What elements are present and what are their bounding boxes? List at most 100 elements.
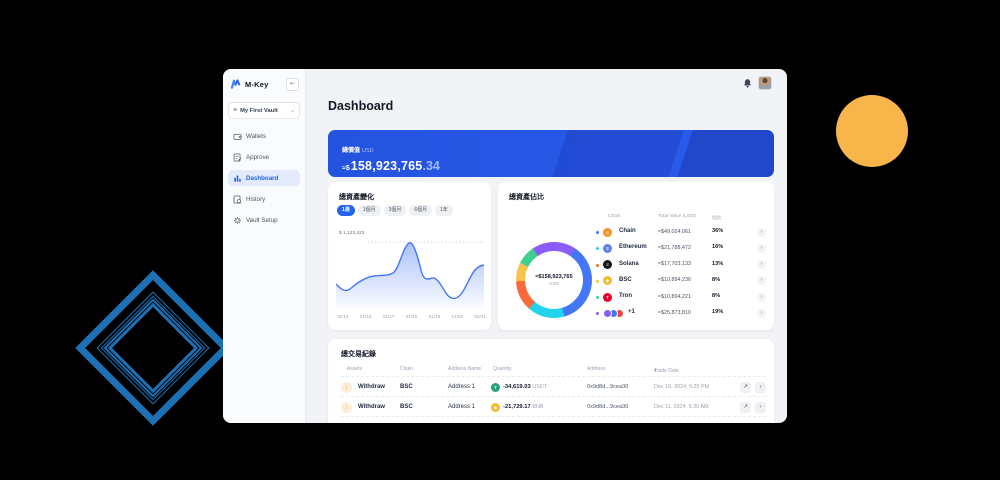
sidebar-item-dashboard[interactable]: Dashboard	[228, 170, 300, 186]
table-row[interactable]: ↑ Withdraw BSC Address 1 ◆ -21,729.17 BN…	[341, 396, 766, 417]
sort-icon: ▾	[654, 368, 657, 374]
bell-icon[interactable]	[742, 78, 753, 89]
row-detail-button[interactable]: ›	[755, 401, 766, 413]
table-row[interactable]: ◆ BSC ≈$10,894,236 8% ›	[594, 273, 766, 289]
chevron-right-icon[interactable]: ›	[757, 243, 766, 253]
gear-icon	[234, 216, 241, 224]
vault-selector[interactable]: ≡ My First Vault ⌄	[228, 102, 300, 119]
tab-1y[interactable]: 1年	[435, 205, 453, 216]
logo: M-Key ⇤	[231, 77, 299, 91]
chain-value: ≈$21,788,472	[658, 244, 691, 251]
withdraw-arrow-icon: ↑	[341, 381, 352, 393]
donut-center: ≈$158,923,765 USD	[516, 242, 592, 318]
sidebar-item-wallets[interactable]: Wallets	[228, 128, 300, 144]
x-tick: 01/16	[359, 314, 372, 319]
tab-1m[interactable]: 1個月	[357, 205, 381, 216]
total-value-amount: ≈$ 158,923,765 .34	[342, 159, 440, 173]
table-row[interactable]: Ξ Ethereum ≈$21,788,472 16% ›	[594, 240, 766, 256]
chevron-right-icon[interactable]: ›	[757, 292, 766, 302]
tx-quantity-unit: USDT	[532, 384, 548, 390]
chain-pct: 8%	[712, 276, 721, 283]
table-row[interactable]: +1 ≈$25,873,810 19% ›	[594, 305, 766, 321]
chain-name: Solana	[619, 260, 639, 267]
x-tick: 01/17	[382, 314, 395, 319]
transactions-table-header: Assets Chain Address Name Quantity Addre…	[328, 364, 774, 376]
card-title: 總資產變化	[339, 194, 374, 201]
col-assets: Assets	[347, 366, 363, 372]
table-row[interactable]: ◎ Chain ≈$49,024,061 36% ›	[594, 224, 766, 240]
total-value-label: 總價值	[342, 148, 361, 154]
legend-dot	[596, 279, 599, 283]
tab-3m[interactable]: 3個月	[383, 205, 407, 216]
sidebar-item-approve[interactable]: Approve	[228, 149, 300, 165]
legend-dot	[596, 247, 599, 251]
col-trade-date-label: Trade Date	[654, 368, 679, 374]
chain-pct: 13%	[712, 260, 724, 267]
mkey-logo-icon	[231, 79, 241, 89]
tx-quantity-value: -21,729.17	[503, 404, 531, 410]
chain-name: Ethereum	[619, 244, 647, 251]
usdt-coin-icon: T	[491, 382, 500, 392]
value-integer: 158,923,765	[350, 159, 423, 173]
page-title: Dashboard	[328, 99, 394, 113]
tx-address-name: Address 1	[448, 384, 476, 390]
chevron-right-icon[interactable]: ›	[757, 227, 766, 237]
decor-circle	[836, 95, 908, 167]
tx-address-name: Address 1	[448, 404, 476, 410]
chain-pct: 16%	[712, 244, 724, 251]
area-chart	[336, 241, 484, 310]
currency-label: USD	[362, 148, 374, 154]
col-total-value: Total Value (USD)	[658, 214, 697, 219]
sidebar-item-history[interactable]: History	[228, 191, 300, 207]
tx-quantity: -21,729.17 BNB	[503, 404, 543, 410]
asset-change-card: 總資產變化 1週 1個月 3個月 6個月 1年 $ 1,123,423	[328, 182, 491, 330]
table-row[interactable]: ≡ Solana ≈$17,703,133 13% ›	[594, 257, 766, 273]
banner-decor-band	[549, 130, 687, 177]
chevron-right-icon[interactable]: ›	[757, 308, 766, 318]
table-row[interactable]: ↑ Withdraw BSC Address 1 T -34,619.03 US…	[341, 376, 766, 397]
tx-quantity-unit: BNB	[532, 404, 544, 410]
topbar	[742, 76, 772, 90]
sidebar-item-label: Vault Setup	[246, 216, 278, 224]
table-row[interactable]: T Tron ≈$10,894,221 8% ›	[594, 289, 766, 305]
allocation-table: Chain Total Value (USD) 佔比 ◎ Chain ≈$49,…	[594, 212, 766, 322]
tab-1w[interactable]: 1週	[337, 205, 355, 216]
sidebar: M-Key ⇤ ≡ My First Vault ⌄ Wallets	[223, 69, 306, 423]
tx-date: Dec 16, 2024, 5:25 PM	[654, 384, 710, 390]
tx-quantity-value: -34,619.03	[503, 384, 531, 390]
sidebar-item-label: Approve	[246, 153, 270, 161]
tx-address: 0x9d8d...9cea30	[587, 404, 629, 410]
collapse-sidebar-button[interactable]: ⇤	[286, 78, 299, 91]
chain-name: BSC	[619, 276, 632, 283]
allocation-table-header: Chain Total Value (USD) 佔比	[594, 212, 766, 224]
donut-unit: USD	[549, 281, 559, 286]
export-button[interactable]: ↗	[740, 401, 751, 413]
chain-value: ≈$10,894,236	[658, 277, 691, 284]
legend-dot	[596, 231, 599, 234]
transactions-card: 總交易紀錄 Assets Chain Address Name Quantity…	[328, 339, 774, 423]
sidebar-item-label: History	[246, 195, 266, 203]
x-tick: 01/15	[337, 314, 349, 319]
export-button[interactable]: ↗	[740, 381, 751, 393]
sidebar-item-vault-setup[interactable]: Vault Setup	[228, 212, 300, 228]
tx-chain: BSC	[400, 384, 413, 390]
tx-date: Dec 11, 2024, 6:30 AM	[654, 404, 709, 410]
chevron-right-icon[interactable]: ›	[757, 260, 766, 270]
chevron-right-icon[interactable]: ›	[757, 276, 766, 286]
solana-coin-icon: ≡	[603, 260, 612, 270]
col-percentage: 佔比	[712, 216, 722, 221]
sidebar-item-label: Dashboard	[246, 174, 279, 182]
avatar[interactable]	[758, 76, 772, 90]
app-window: M-Key ⇤ ≡ My First Vault ⌄ Wallets	[223, 69, 787, 423]
vault-stack-icon: ≡	[233, 107, 238, 114]
x-tick: 01/19	[428, 314, 441, 319]
wallet-icon	[233, 133, 242, 140]
table-row-clipped	[341, 416, 766, 423]
tx-quantity: -34,619.03 USDT	[503, 384, 547, 390]
sidebar-item-label: Wallets	[246, 132, 267, 140]
row-detail-button[interactable]: ›	[755, 381, 766, 393]
legend-dot	[596, 263, 599, 267]
tab-6m[interactable]: 6個月	[409, 205, 433, 216]
ethereum-coin-icon: Ξ	[603, 243, 612, 253]
history-icon	[233, 194, 242, 204]
